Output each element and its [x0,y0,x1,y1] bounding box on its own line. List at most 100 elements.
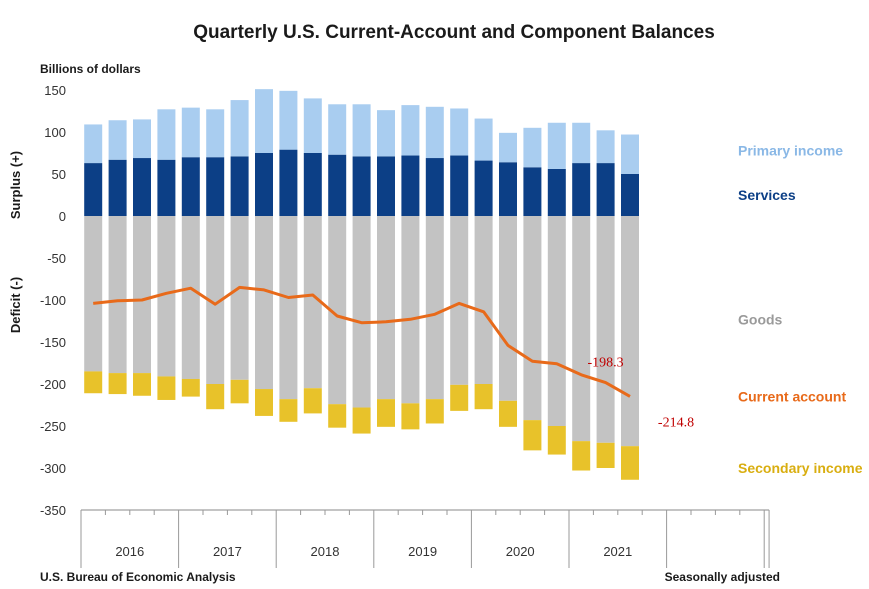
bar-services [84,163,103,216]
bar-services [572,163,591,216]
unit-label: Billions of dollars [40,62,141,76]
bar-goods [450,216,469,385]
year-label: 2021 [603,544,632,559]
y-tick-label: 150 [44,83,66,98]
y-axis: 150 100 50 0 -50 -100 -150 -200 -250 -300 -350 [40,83,66,518]
y-tick-label: -100 [40,293,66,308]
y-tick-label: 100 [44,125,66,140]
bar-goods [157,216,176,377]
y-tick-label: -300 [40,461,66,476]
bar-primary-income [84,124,103,164]
bar-primary-income [108,120,127,160]
source-note: U.S. Bureau of Economic Analysis [40,570,236,584]
chart-title: Quarterly U.S. Current-Account and Compo… [193,22,715,43]
bar-goods [108,216,127,374]
year-label: 2018 [311,544,340,559]
bar-secondary-income [255,389,273,416]
bar-primary-income [621,134,639,174]
y-tick-label: -200 [40,377,66,392]
legend-label-goods: Goods [738,312,783,328]
data-label: -198.3 [588,356,624,371]
bar-primary-income [547,122,566,169]
bar-services [377,156,395,216]
bar-goods [572,216,591,442]
bar-primary-income [572,122,591,164]
bar-goods [303,216,322,389]
bar-secondary-income [572,441,591,471]
bar-primary-income [401,105,420,156]
bar-secondary-income [181,378,200,397]
bar-goods [133,216,151,374]
bar-services [206,157,225,216]
bar-primary-income [352,104,371,157]
bar-goods [230,216,249,380]
legend-label-secondary-income: Secondary income [738,460,863,476]
bar-goods [377,216,395,400]
bar-primary-income [450,108,469,156]
bar-goods [547,216,566,426]
legend-label-current-account: Current account [738,388,846,404]
bars [84,89,639,480]
bar-secondary-income [547,426,566,455]
bar-secondary-income [133,373,151,396]
current-account-line [93,285,631,398]
bar-services [352,156,371,216]
bar-primary-income [303,98,322,153]
bar-goods [621,216,639,447]
bar-services [108,159,127,216]
bar-goods [352,216,371,408]
bar-services [425,158,444,216]
bar-primary-income [181,107,200,158]
bar-secondary-income [352,407,371,434]
bar-primary-income [157,109,176,160]
bar-primary-income [230,100,249,157]
bar-primary-income [328,104,347,155]
bar-services [621,174,639,216]
bar-goods [84,216,103,372]
bar-services [157,159,176,216]
bar-secondary-income [523,420,542,451]
current-account-line-layer [93,285,631,398]
bar-primary-income [279,90,298,150]
bar-services [547,168,566,216]
bar-secondary-income [303,388,322,414]
bar-goods [474,216,493,384]
bar-primary-income [206,109,225,158]
bar-secondary-income [377,399,395,427]
bar-secondary-income [230,379,249,404]
y-label-surplus: Surplus (+) [8,151,23,219]
legend-label-primary-income: Primary income [738,142,843,158]
bar-primary-income [523,127,542,168]
bar-services [303,153,322,216]
bar-secondary-income [474,384,493,410]
bar-goods [499,216,517,401]
bar-secondary-income [279,399,298,422]
y-label-deficit: Deficit (-) [8,277,23,333]
bar-secondary-income [206,384,225,410]
bar-primary-income [596,130,615,164]
bar-goods [206,216,225,384]
bar-goods [181,216,200,379]
bar-secondary-income [425,399,444,424]
bar-secondary-income [108,373,127,395]
bar-services [523,167,542,216]
bar-goods [279,216,298,400]
bar-services [279,149,298,216]
series-labels: -198.3 -214.8 Primary income Services Goods C… [588,142,863,476]
bar-services [474,160,493,216]
seasonal-note: Seasonally adjusted [665,570,780,584]
bar-goods [425,216,444,400]
bar-secondary-income [84,371,103,394]
year-label: 2019 [408,544,437,559]
data-label: -214.8 [658,415,694,430]
x-axis: 2016 2017 2018 2019 2020 2021 [80,509,770,568]
y-tick-label: 50 [52,167,66,182]
bar-secondary-income [499,400,517,427]
bar-services [133,158,151,216]
bar-secondary-income [157,376,176,400]
year-label: 2020 [506,544,535,559]
y-tick-label: 0 [59,209,66,224]
bar-goods [596,216,615,443]
bar-services [328,154,347,216]
bar-goods [523,216,542,421]
